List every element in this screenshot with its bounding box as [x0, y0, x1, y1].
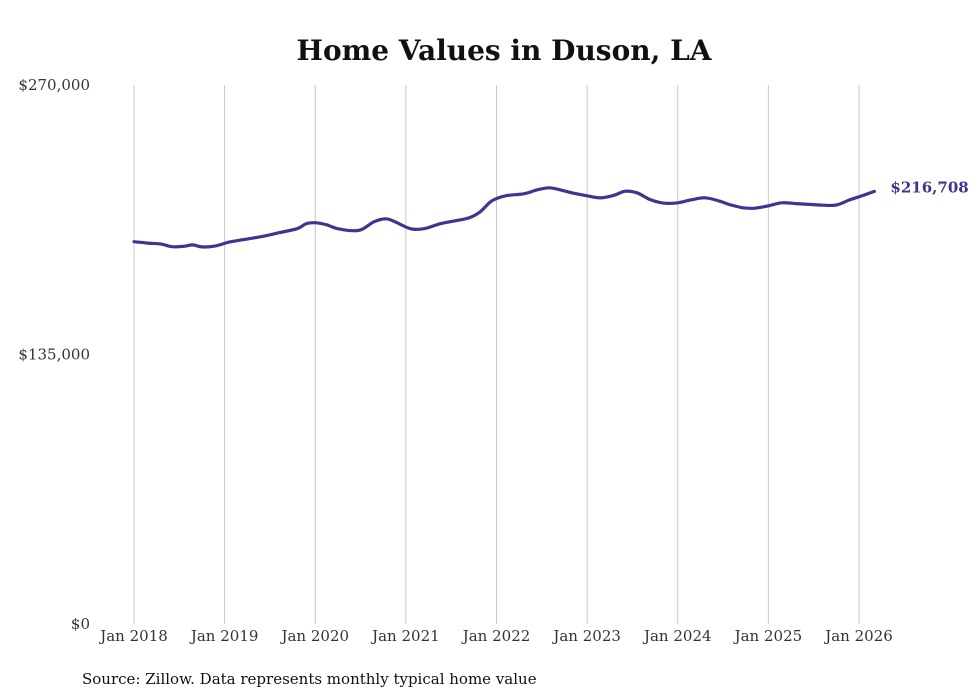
- series-group: $216,708: [132, 178, 969, 249]
- y-axis-ticks: $0 $135,000 $270,000: [18, 76, 90, 633]
- x-tick-label-2: Jan 2020: [279, 627, 349, 645]
- x-tick-label-4: Jan 2022: [461, 627, 531, 645]
- x-tick-label-3: Jan 2021: [370, 627, 440, 645]
- x-tick-label-8: Jan 2026: [823, 627, 893, 645]
- x-tick-label-5: Jan 2023: [551, 627, 621, 645]
- x-tick-label-6: Jan 2024: [642, 627, 712, 645]
- source-note: Source: Zillow. Data represents monthly …: [82, 670, 537, 688]
- series-line-0: [132, 186, 876, 249]
- y-tick-label-2: $270,000: [18, 76, 90, 94]
- x-tick-label-0: Jan 2018: [98, 627, 168, 645]
- gridlines: [133, 85, 860, 624]
- y-tick-label-1: $135,000: [18, 346, 90, 364]
- end-value-label: $216,708: [890, 178, 968, 196]
- x-axis-ticks: Jan 2018 Jan 2019 Jan 2020 Jan 2021 Jan 2022…: [98, 627, 893, 645]
- chart-title: Home Values in Duson, LA: [296, 34, 712, 67]
- x-tick-label-7: Jan 2025: [733, 627, 803, 645]
- x-tick-label-1: Jan 2019: [189, 627, 259, 645]
- y-tick-label-0: $0: [71, 615, 90, 633]
